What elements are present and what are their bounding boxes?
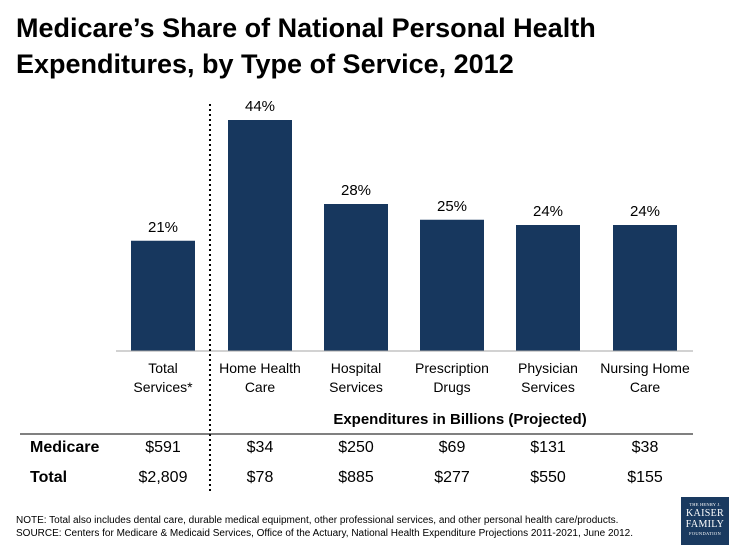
table-cell-0-5: $38 xyxy=(631,439,659,456)
category-label-5-line-1: Care xyxy=(629,379,661,395)
table-cell-0-3: $69 xyxy=(438,439,466,456)
category-label-0-line-1: Services* xyxy=(133,379,193,395)
category-label-3-line-1: Drugs xyxy=(433,379,471,395)
bar-4 xyxy=(516,225,580,351)
category-label-3: Prescription Drugs xyxy=(402,359,502,397)
bar-3 xyxy=(420,219,484,351)
category-label-1: Home Health Care xyxy=(210,359,310,397)
page-title: Medicare’s Share of National Personal He… xyxy=(16,10,716,82)
category-label-0-line-0: Total xyxy=(148,360,178,376)
value-label-0: 21% xyxy=(148,219,178,236)
category-label-0: Total Services* xyxy=(113,359,213,397)
bar-5 xyxy=(613,225,677,351)
category-label-3-line-0: Prescription xyxy=(415,360,489,376)
table-cell-1-1: $78 xyxy=(246,469,274,486)
category-label-1-line-0: Home Health xyxy=(219,360,301,376)
value-label-4: 24% xyxy=(533,203,563,220)
bar-1 xyxy=(228,120,292,351)
category-label-2: Hospital Services xyxy=(306,359,406,397)
table-row-label-1: Total xyxy=(30,469,68,486)
table-cell-0-0: $591 xyxy=(145,439,181,456)
title-line-2: Expenditures, by Type of Service, 2012 xyxy=(16,49,514,79)
logo-line-3: FAMILY xyxy=(685,519,725,530)
note-text: NOTE: Total also includes dental care, d… xyxy=(16,515,619,526)
footnotes: NOTE: Total also includes dental care, d… xyxy=(16,514,666,540)
category-label-4: Physician Services xyxy=(498,359,598,397)
value-labels-layer: 21% 44% 28% 25% 24% 24% xyxy=(148,98,660,236)
table-cell-1-2: $885 xyxy=(338,469,374,486)
table-cell-0-2: $250 xyxy=(338,439,374,456)
bar-0 xyxy=(131,240,195,351)
table-cell-0-4: $131 xyxy=(530,439,566,456)
table-caption: Expenditures in Billions (Projected) xyxy=(333,411,587,428)
category-label-5-line-0: Nursing Home xyxy=(600,360,690,376)
bars-layer xyxy=(131,120,677,351)
source-text: SOURCE: Centers for Medicare & Medicaid … xyxy=(16,528,633,539)
category-label-5: Nursing Home Care xyxy=(595,359,695,397)
value-label-5: 24% xyxy=(630,203,660,220)
kff-logo: THE HENRY J. KAISER FAMILY FOUNDATION xyxy=(681,497,729,545)
category-label-2-line-1: Services xyxy=(329,379,383,395)
category-label-4-line-1: Services xyxy=(521,379,575,395)
logo-line-4: FOUNDATION xyxy=(689,531,721,536)
table-cell-1-3: $277 xyxy=(434,469,470,486)
value-label-2: 28% xyxy=(341,182,371,199)
value-label-1: 44% xyxy=(245,98,275,115)
category-label-2-line-0: Hospital xyxy=(330,360,382,376)
title-line-1: Medicare’s Share of National Personal He… xyxy=(16,13,596,43)
table-row-label-0: Medicare xyxy=(30,439,100,456)
table-cell-1-4: $550 xyxy=(530,469,566,486)
logo-line-1: THE HENRY J. xyxy=(689,502,721,507)
bar-2 xyxy=(324,204,388,351)
logo-line-2: KAISER xyxy=(686,508,724,519)
table-cell-1-5: $155 xyxy=(627,469,663,486)
category-label-4-line-0: Physician xyxy=(518,360,578,376)
value-label-3: 25% xyxy=(437,198,467,215)
table-cell-1-0: $2,809 xyxy=(138,469,188,486)
category-label-1-line-1: Care xyxy=(244,379,276,395)
table-cell-0-1: $34 xyxy=(246,439,274,456)
